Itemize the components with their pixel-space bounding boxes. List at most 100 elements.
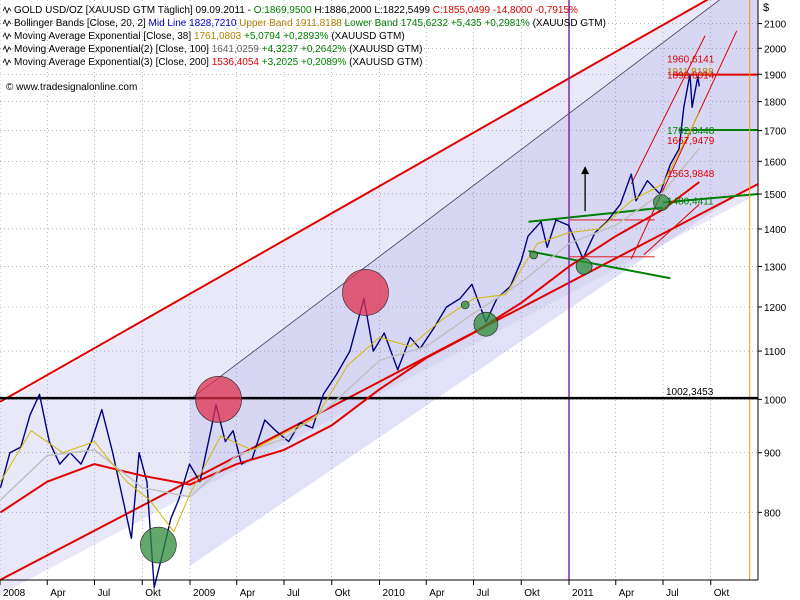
value-label: 1911,8188 (667, 67, 714, 78)
legend-indicator-icon (2, 44, 12, 54)
legend-text-part: H:1886,2000 (314, 5, 374, 16)
x-tick-label: Jul (476, 588, 489, 599)
green-circle-marker (140, 526, 177, 564)
series-ema200-line (0, 181, 700, 514)
legend-text-part: (XAUUSD GTM) (349, 44, 422, 55)
legend-text-part: +5,435 +0,2981% (451, 18, 533, 29)
legend-text-part: Moving Average Exponential [Close, 38] (14, 31, 194, 42)
y-tick-label: 1700 (764, 127, 787, 138)
value-label: 1898,6014 (667, 71, 715, 82)
x-tick-label: 2010 (383, 588, 406, 599)
markers (140, 166, 670, 564)
y-axis-panel (759, 0, 800, 600)
steep-channel-lower (630, 30, 738, 259)
x-tick-label: 2009 (193, 588, 216, 599)
x-tick-label: Jul (666, 588, 679, 599)
green-circle-marker (473, 311, 499, 337)
legend-text-part: Moving Average Exponential(3) [Close, 20… (14, 57, 212, 68)
x-tick-label: Jul (287, 588, 300, 599)
value-label: 1667,9479 (667, 136, 715, 147)
legend-text-part: (XAUUSD GTM) (533, 18, 606, 29)
legend-entry: Bollinger Bands [Close, 20, 2] Mid Line … (14, 18, 606, 29)
y-tick-label: 2100 (764, 20, 787, 31)
x-tick-label: Okt (714, 588, 730, 599)
y-tick-label: 900 (764, 449, 781, 460)
green-circle-marker (575, 258, 593, 275)
series-ema38-line (0, 112, 700, 533)
legend-indicator-icon (2, 57, 12, 67)
green-right-line (662, 192, 759, 204)
y-tick-label: 1900 (764, 70, 787, 81)
x-tick-label: Okt (524, 588, 540, 599)
legend-text-part: GOLD USD/OZ [XAUUSD GTM Täglich] 09.09.2… (14, 5, 254, 16)
green-resistance-line (528, 206, 663, 223)
value-label: 1960,6141 (667, 54, 715, 65)
legend-text-part: 1641,0259 (212, 44, 262, 55)
y-tick-label: 1500 (764, 190, 787, 201)
up-arrow-head (581, 166, 590, 175)
y-tick-label: 1200 (764, 303, 787, 314)
inner-trend-line (189, 0, 721, 400)
legend-text-part: O:1869,9500 (254, 5, 315, 16)
y-tick-label: 800 (764, 508, 781, 519)
series-ema100-line (0, 148, 700, 501)
y-tick-label: 1600 (764, 157, 787, 168)
legend-text-part: Mid Line 1828,7210 (149, 18, 240, 29)
value-label: 1563,9848 (667, 169, 715, 180)
series-group (0, 73, 700, 588)
steep-channel-upper (630, 35, 706, 185)
legend-text-part: (XAUUSD GTM) (349, 57, 422, 68)
y-tick-label: 1100 (764, 347, 786, 358)
legend-indicator-icon (2, 5, 12, 15)
value-label: 1702,0448 (667, 126, 715, 137)
legend-text-part: (XAUUSD GTM) (331, 31, 404, 42)
x-tick-label: Jul (97, 588, 110, 599)
y-tick-label: 1800 (764, 98, 787, 109)
legend-indicator-icon (2, 18, 12, 28)
y-tick-label: 2000 (764, 44, 787, 55)
y-axis-unit: $ (763, 2, 769, 14)
watermark: © www.tradesignalonline.com (6, 82, 137, 93)
y-tick-label: 1400 (764, 225, 787, 236)
x-tick-label: Okt (145, 588, 161, 599)
legend-text-part: L:1822,5499 (374, 5, 432, 16)
x-tick-label: Okt (335, 588, 351, 599)
green-support-line (528, 250, 671, 280)
red-circle-marker (342, 269, 389, 316)
steep-channel-base (643, 203, 700, 256)
value-label: 1480,4411 (667, 197, 714, 208)
green-circle-marker (529, 250, 539, 260)
legend-text-part: Lower Band 1745,6232 (345, 18, 451, 29)
legend-text-part: +3,2025 +0,2089% (262, 57, 349, 68)
legend-text-part: Moving Average Exponential(2) [Close, 10… (14, 44, 212, 55)
x-tick-label: Apr (50, 588, 66, 599)
legend: GOLD USD/OZ [XAUUSD GTM Täglich] 09.09.2… (2, 5, 606, 68)
channel-upper-line (0, 0, 709, 403)
legend-indicator-icon (2, 31, 12, 41)
y-tick-label: 1300 (764, 262, 787, 273)
x-tick-label: 2008 (3, 588, 26, 599)
legend-entry: Moving Average Exponential(2) [Close, 10… (14, 44, 422, 55)
reference-label: 1002,3453 (666, 387, 714, 398)
green-circle-marker (460, 300, 470, 310)
x-tick-label: Apr (429, 588, 445, 599)
legend-entry: GOLD USD/OZ [XAUUSD GTM Täglich] 09.09.2… (14, 5, 578, 16)
legend-text-part: C:1855,0499 -14,8000 -0,7915% (433, 5, 578, 16)
red-circle-marker (195, 376, 242, 423)
y-tick-label: 1000 (764, 395, 787, 406)
legend-text-part: Bollinger Bands [Close, 20, 2] (14, 18, 149, 29)
x-tick-label: Apr (619, 588, 635, 599)
legend-text-part: +4,3237 +0,2642% (262, 44, 349, 55)
legend-text-part: Upper Band 1911,8188 (239, 18, 344, 29)
legend-entry: Moving Average Exponential [Close, 38] 1… (14, 31, 405, 42)
legend-entry: Moving Average Exponential(3) [Close, 20… (14, 57, 422, 68)
legend-text-part: 1536,4054 (212, 57, 262, 68)
series-price-line (0, 73, 700, 588)
legend-text-part: +5,0794 +0,2893% (244, 31, 331, 42)
x-tick-label: 2011 (572, 588, 594, 599)
x-tick-label: Apr (240, 588, 256, 599)
legend-text-part: 1761,0803 (194, 31, 244, 42)
